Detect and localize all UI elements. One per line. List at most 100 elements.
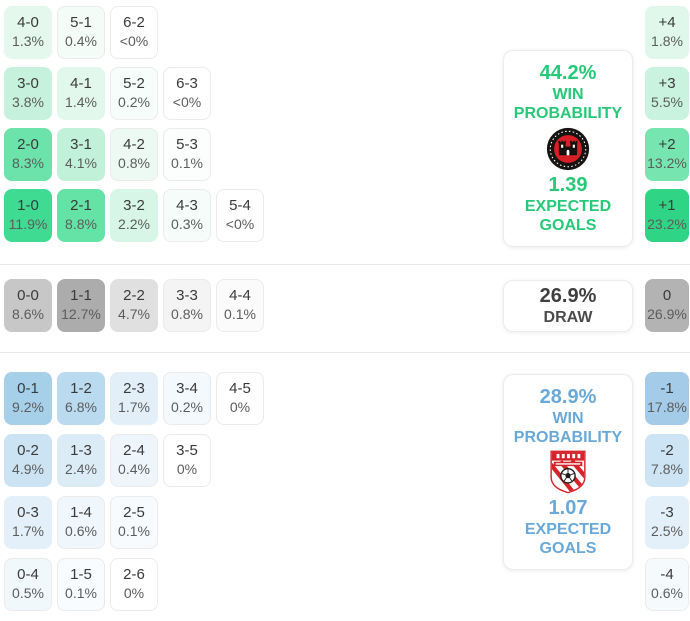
margin-cell: -1 17.8%: [645, 372, 689, 425]
home-win-probability-card: 44.2% WIN PROBABILITY: [503, 50, 633, 247]
margin-cell-probability: 0.6%: [651, 585, 683, 602]
scoreline-cell-probability: 0%: [229, 399, 251, 416]
scoreline-cell-probability: 6.8%: [65, 399, 97, 416]
home-expected-goals-value: 1.39: [548, 173, 588, 196]
scoreline-cell-value: 4-4: [229, 287, 251, 305]
home-expected-goals-label: EXPECTED GOALS: [524, 197, 612, 234]
scoreline-cell: 3-5 0%: [163, 434, 211, 487]
scoreline-cell-probability: 0.1%: [118, 523, 150, 540]
margin-cell-value: -2: [660, 442, 674, 460]
scoreline-cell-value: 5-3: [176, 136, 198, 154]
scoreline-cell: 2-3 1.7%: [110, 372, 158, 425]
scoreline-cell: 3-3 0.8%: [163, 279, 211, 332]
scoreline-cell: 2-5 0.1%: [110, 496, 158, 549]
scoreline-cell: 2-4 0.4%: [110, 434, 158, 487]
away-expected-goals-label: EXPECTED GOALS: [524, 520, 612, 557]
scoreline-row: 0-4 0.5% 1-5 0.1% 2-6 0%: [4, 558, 264, 611]
scoreline-cell-value: 5-4: [229, 197, 251, 215]
scoreline-cell: 4-1 1.4%: [57, 67, 105, 120]
scoreline-cell: 3-0 3.8%: [4, 67, 52, 120]
scoreline-cell-probability: 0.1%: [224, 306, 256, 323]
scoreline-cell: 0-3 1.7%: [4, 496, 52, 549]
scoreline-cell: 4-2 0.8%: [110, 128, 158, 181]
scoreline-cell-probability: 0.1%: [171, 155, 203, 172]
home-win-probability-value: 44.2%: [539, 62, 597, 84]
margin-cell-value: +4: [658, 14, 676, 32]
margin-cell-value: -3: [660, 504, 674, 522]
margin-cell: +3 5.5%: [645, 67, 689, 120]
scoreline-cell: 3-1 4.1%: [57, 128, 105, 181]
scoreline-cell-probability: 8.6%: [12, 306, 44, 323]
margin-cell: +1 23.2%: [645, 189, 689, 242]
scoreline-cell: 0-4 0.5%: [4, 558, 52, 611]
scoreline-cell-probability: 1.7%: [118, 399, 150, 416]
scoreline-cell-value: 2-3: [123, 380, 145, 398]
scoreline-cell-value: 1-4: [70, 504, 92, 522]
derry-city-crest-icon: [550, 450, 586, 494]
margin-cell: 0 26.9%: [645, 279, 689, 332]
scoreline-cell: 4-4 0.1%: [216, 279, 264, 332]
margin-cell-value: +1: [658, 197, 676, 215]
scoreline-cell: 1-0 11.9%: [4, 189, 52, 242]
away-margin-column: -1 17.8% -2 7.8% -3 2.5% -4 0.6%: [645, 372, 689, 611]
margin-cell-probability: 5.5%: [651, 94, 683, 111]
scoreline-cell-value: 1-2: [70, 380, 92, 398]
scoreline-cell-probability: 0.3%: [171, 216, 203, 233]
scoreline-cell-probability: 4.9%: [12, 461, 44, 478]
scoreline-cell: 5-3 0.1%: [163, 128, 211, 181]
scoreline-cell: 0-2 4.9%: [4, 434, 52, 487]
scoreline-cell-value: 2-5: [123, 504, 145, 522]
scoreline-cell-value: 0-0: [17, 287, 39, 305]
section-divider: [0, 264, 690, 265]
scoreline-cell-probability: 0.6%: [65, 523, 97, 540]
scoreline-row: 4-0 1.3% 5-1 0.4% 6-2 <0%: [4, 6, 264, 59]
scoreline-cell-probability: 0.1%: [65, 585, 97, 602]
scoreline-cell-probability: 0.8%: [171, 306, 203, 323]
scoreline-row: 2-0 8.3% 3-1 4.1% 4-2 0.8% 5-3 0.1%: [4, 128, 264, 181]
margin-cell: -3 2.5%: [645, 496, 689, 549]
scoreline-cell-value: 3-2: [123, 197, 145, 215]
away-win-probability-card: 28.9% WIN PROBABILITY: [503, 374, 633, 570]
scoreline-cell-probability: 9.2%: [12, 399, 44, 416]
scoreline-cell-probability: 0.4%: [118, 461, 150, 478]
scoreline-cell-probability: 4.1%: [65, 155, 97, 172]
home-margin-column: +4 1.8% +3 5.5% +2 13.2% +1 23.2%: [645, 6, 689, 242]
scoreline-cell-value: 5-2: [123, 75, 145, 93]
scoreline-cell-probability: 0.2%: [171, 399, 203, 416]
scoreline-row: 0-0 8.6% 1-1 12.7% 2-2 4.7% 3-3 0.8% 4-4 0.1%: [4, 279, 264, 332]
draw-margin-column: 0 26.9%: [645, 279, 689, 332]
scoreline-cell-probability: 1.3%: [12, 33, 44, 50]
scoreline-cell: 5-1 0.4%: [57, 6, 105, 59]
scoreline-cell-probability: 12.7%: [61, 306, 101, 323]
scoreline-cell-probability: 2.2%: [118, 216, 150, 233]
margin-cell-probability: 26.9%: [647, 306, 687, 323]
scoreline-cell: 4-0 1.3%: [4, 6, 52, 59]
scoreline-cell-probability: 4.7%: [118, 306, 150, 323]
scoreline-cell-value: 2-2: [123, 287, 145, 305]
scoreline-cell: 5-2 0.2%: [110, 67, 158, 120]
margin-cell-probability: 1.8%: [651, 33, 683, 50]
scoreline-cell-probability: <0%: [119, 33, 149, 50]
margin-cell-probability: 17.8%: [647, 399, 687, 416]
scoreline-cell-probability: 0.2%: [118, 94, 150, 111]
scoreline-cell-value: 0-3: [17, 504, 39, 522]
draw-probability-value: 26.9%: [539, 284, 597, 307]
scoreline-cell: 4-3 0.3%: [163, 189, 211, 242]
scoreline-cell-value: 2-1: [70, 197, 92, 215]
scoreline-cell-value: 1-3: [70, 442, 92, 460]
margin-cell-value: +2: [658, 136, 676, 154]
scoreline-cell: 1-2 6.8%: [57, 372, 105, 425]
scoreline-cell: 0-1 9.2%: [4, 372, 52, 425]
margin-cell: -4 0.6%: [645, 558, 689, 611]
scoreline-cell-value: 2-4: [123, 442, 145, 460]
scoreline-cell-value: 5-1: [70, 14, 92, 32]
scoreline-cell-value: 2-6: [123, 566, 145, 584]
scoreline-cell-probability: 0.4%: [65, 33, 97, 50]
scoreline-cell: 2-6 0%: [110, 558, 158, 611]
scoreline-cell: 1-4 0.6%: [57, 496, 105, 549]
scoreline-cell: 5-4 <0%: [216, 189, 264, 242]
scoreline-cell: 6-2 <0%: [110, 6, 158, 59]
scoreline-cell-probability: 8.8%: [65, 216, 97, 233]
scoreline-cell-value: 3-0: [17, 75, 39, 93]
